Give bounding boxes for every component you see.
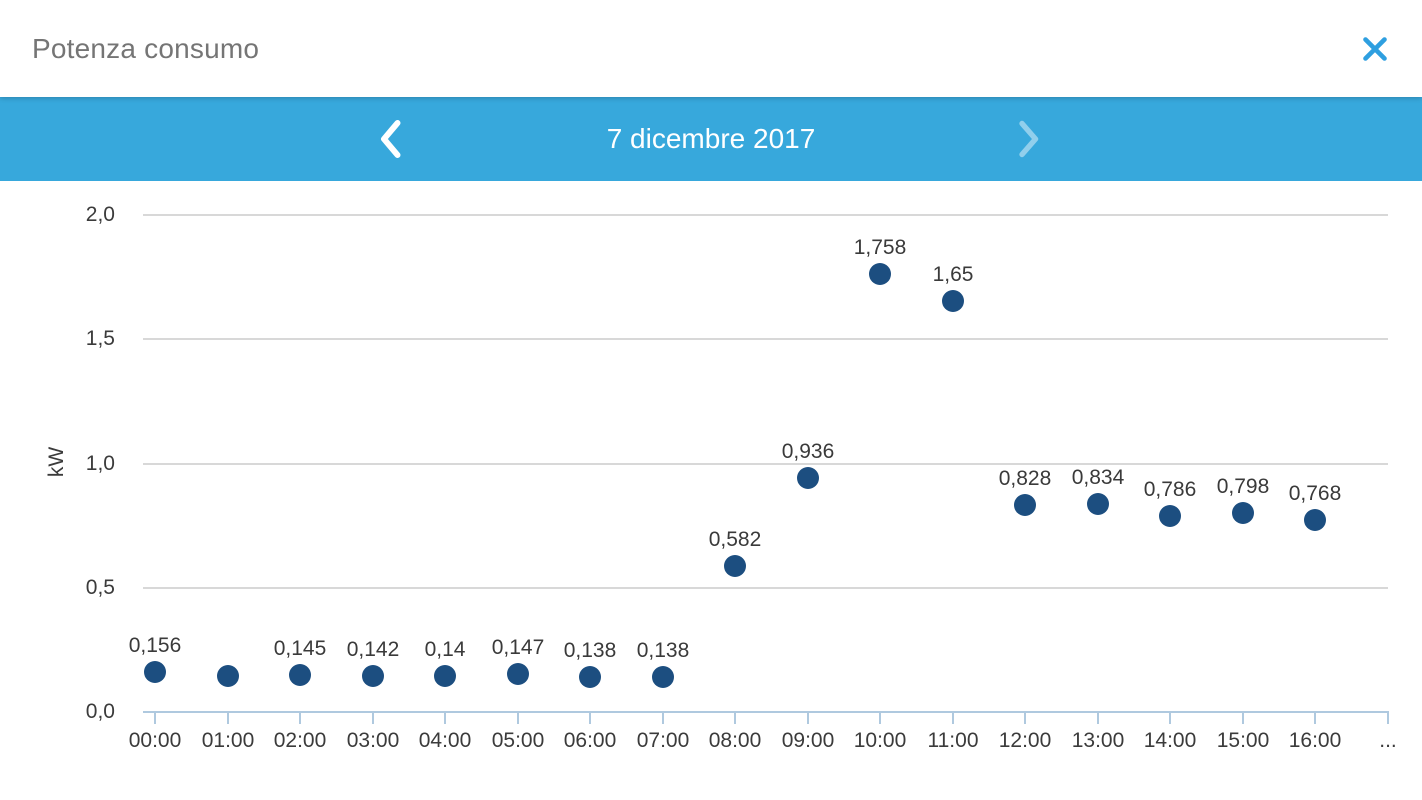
x-axis-tick-label: 04:00 xyxy=(418,729,472,752)
x-axis-tick-label: 08:00 xyxy=(708,729,762,752)
gridline xyxy=(143,214,1388,216)
x-axis-tick-label: 06:00 xyxy=(563,729,617,752)
data-point-label: 0,786 xyxy=(1143,478,1197,501)
y-axis-tick-label: 2,0 xyxy=(85,203,115,226)
power-consumption-chart: kW 2,0 1,5 1,0 0,5 0,0 00:00 0,156 01:00 02:00 0,… xyxy=(0,181,1422,800)
data-point-label: 0,834 xyxy=(1071,466,1125,489)
chevron-left-icon xyxy=(381,120,401,158)
x-axis-tick-label: 00:00 xyxy=(128,729,182,752)
data-point-label: 0,936 xyxy=(781,440,835,463)
x-axis-tick-label: 05:00 xyxy=(491,729,545,752)
gridline xyxy=(143,338,1388,340)
data-point-label: 1,758 xyxy=(853,236,907,259)
data-point-label: 0,798 xyxy=(1216,475,1270,498)
previous-day-button[interactable] xyxy=(366,113,414,165)
data-point-label: 0,145 xyxy=(273,637,327,660)
x-axis-tick-mark xyxy=(734,711,736,724)
x-axis-tick-label: 14:00 xyxy=(1143,729,1197,752)
data-point-label: 0,156 xyxy=(128,634,182,657)
data-point[interactable] xyxy=(869,263,891,285)
x-axis-tick-label: 11:00 xyxy=(927,729,979,752)
x-axis-tick-mark xyxy=(1242,711,1244,724)
data-point-label: 1,65 xyxy=(932,263,974,286)
x-axis-tick-label: 10:00 xyxy=(853,729,907,752)
x-axis-baseline xyxy=(143,711,1388,713)
x-axis-tick-mark xyxy=(444,711,446,724)
x-axis-tick-mark xyxy=(517,711,519,724)
x-axis-tick-label: ... xyxy=(1379,729,1397,752)
x-axis-tick-label: 09:00 xyxy=(781,729,835,752)
data-point-label: 0,142 xyxy=(346,638,400,661)
data-point[interactable] xyxy=(724,555,746,577)
x-axis-tick-label: 15:00 xyxy=(1216,729,1270,752)
y-axis-tick-label: 0,5 xyxy=(85,576,115,599)
x-axis-tick-mark xyxy=(807,711,809,724)
x-axis-tick-mark xyxy=(1097,711,1099,724)
data-point[interactable] xyxy=(144,661,166,683)
x-axis-tick-label: 16:00 xyxy=(1288,729,1342,752)
data-point[interactable] xyxy=(434,665,456,687)
next-day-button[interactable] xyxy=(1005,113,1053,165)
data-point[interactable] xyxy=(652,666,674,688)
data-point-label: 0,582 xyxy=(708,528,762,551)
data-point-label: 0,14 xyxy=(424,638,466,661)
x-axis-tick-mark xyxy=(372,711,374,724)
dialog-header: Potenza consumo xyxy=(0,0,1422,97)
x-axis-tick-mark xyxy=(227,711,229,724)
dialog-title: Potenza consumo xyxy=(32,32,260,64)
date-label: 7 dicembre 2017 xyxy=(606,123,816,154)
close-icon[interactable] xyxy=(1353,27,1397,71)
data-point[interactable] xyxy=(1304,509,1326,531)
data-point[interactable] xyxy=(942,290,964,312)
x-axis-tick-mark xyxy=(1387,711,1389,724)
data-point-label: 0,138 xyxy=(563,639,617,662)
data-point[interactable] xyxy=(1159,505,1181,527)
x-axis-tick-mark xyxy=(154,711,156,724)
gridline xyxy=(143,463,1388,465)
data-point[interactable] xyxy=(579,666,601,688)
data-point[interactable] xyxy=(1014,494,1036,516)
x-axis-tick-mark xyxy=(299,711,301,724)
data-point[interactable] xyxy=(507,663,529,685)
x-axis-tick-label: 07:00 xyxy=(636,729,690,752)
x-axis-tick-mark xyxy=(589,711,591,724)
x-axis-tick-label: 13:00 xyxy=(1071,729,1125,752)
y-axis-tick-label: 0,0 xyxy=(85,700,115,723)
x-axis-tick-label: 03:00 xyxy=(346,729,400,752)
data-point[interactable] xyxy=(1087,493,1109,515)
data-point[interactable] xyxy=(797,467,819,489)
data-point-label: 0,138 xyxy=(636,639,690,662)
x-axis-tick-label: 01:00 xyxy=(201,729,255,752)
y-axis-tick-label: 1,5 xyxy=(85,327,115,350)
x-axis-tick-label: 12:00 xyxy=(998,729,1052,752)
close-x-icon xyxy=(1363,36,1387,61)
data-point-label: 0,768 xyxy=(1288,482,1342,505)
date-navigation-bar: 7 dicembre 2017 xyxy=(0,97,1422,181)
x-axis-tick-label: 02:00 xyxy=(273,729,327,752)
data-point[interactable] xyxy=(362,665,384,687)
gridline xyxy=(143,587,1388,589)
x-axis-tick-mark xyxy=(1024,711,1026,724)
x-axis-tick-mark xyxy=(662,711,664,724)
data-point[interactable] xyxy=(217,665,239,687)
x-axis-tick-mark xyxy=(952,711,954,724)
x-axis-tick-mark xyxy=(1169,711,1171,724)
chevron-right-icon xyxy=(1019,120,1039,158)
data-point-label: 0,147 xyxy=(491,636,545,659)
data-point-label: 0,828 xyxy=(998,467,1052,490)
y-axis-tick-label: 1,0 xyxy=(85,452,115,475)
data-point[interactable] xyxy=(289,664,311,686)
data-point[interactable] xyxy=(1232,502,1254,524)
x-axis-tick-mark xyxy=(879,711,881,724)
x-axis-tick-mark xyxy=(1314,711,1316,724)
